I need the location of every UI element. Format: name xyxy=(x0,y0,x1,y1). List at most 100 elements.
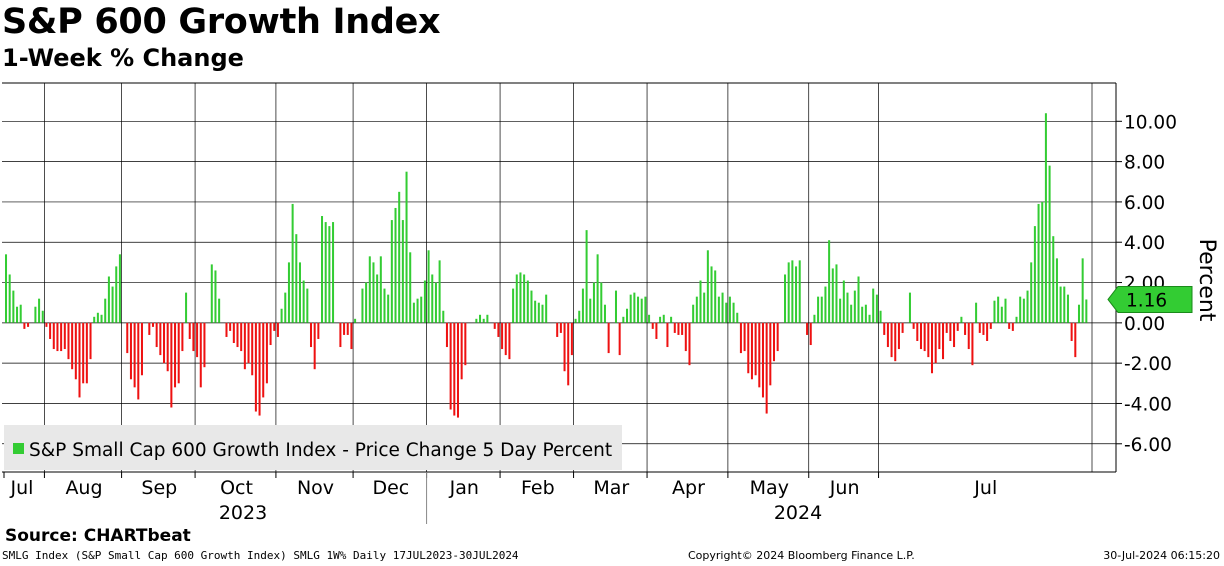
bar xyxy=(1004,298,1007,323)
bar xyxy=(934,322,937,364)
last-value-tag-label: 1.16 xyxy=(1126,290,1167,311)
bar xyxy=(908,292,911,323)
bar xyxy=(743,322,746,352)
x-tick-label-month: Jul xyxy=(973,477,997,499)
bar xyxy=(423,280,426,323)
bar xyxy=(710,266,713,323)
bar xyxy=(732,302,735,323)
bar xyxy=(420,296,423,323)
bar xyxy=(218,298,221,323)
bar xyxy=(49,322,52,339)
bar xyxy=(115,266,118,323)
bar xyxy=(328,226,331,323)
bar xyxy=(104,298,107,323)
bar xyxy=(434,282,437,323)
bar xyxy=(383,288,386,323)
bar xyxy=(894,322,897,362)
bar xyxy=(736,312,739,323)
bar xyxy=(574,318,577,323)
bar xyxy=(148,322,151,335)
bar xyxy=(820,296,823,323)
bar xyxy=(1015,316,1018,323)
bar xyxy=(107,276,110,323)
bar xyxy=(784,274,787,323)
bar xyxy=(332,222,335,323)
bar xyxy=(140,322,143,376)
bar xyxy=(842,280,845,323)
bar xyxy=(512,288,515,323)
bar xyxy=(126,322,129,354)
bar xyxy=(776,322,779,352)
bar xyxy=(85,322,88,384)
bar xyxy=(747,322,750,374)
bar xyxy=(427,250,430,323)
bar xyxy=(394,207,397,323)
bar xyxy=(798,260,801,323)
bar xyxy=(556,322,559,337)
bar xyxy=(1011,322,1014,331)
bar xyxy=(185,292,188,323)
bar xyxy=(210,264,213,323)
y-tick-label: 10.00 xyxy=(1124,112,1177,133)
bar xyxy=(504,322,507,356)
bar xyxy=(34,306,37,323)
bar xyxy=(479,314,482,323)
bar xyxy=(967,322,970,350)
bar xyxy=(460,322,463,380)
bar-chart: 10.008.006.004.002.000.00-2.00-4.00-6.00… xyxy=(2,82,1219,524)
bar xyxy=(758,322,761,388)
bar xyxy=(817,296,820,323)
bar xyxy=(236,322,239,348)
bar xyxy=(111,286,114,323)
bar xyxy=(681,322,684,335)
x-tick-label-month: Sep xyxy=(141,477,177,499)
bar xyxy=(346,322,349,335)
bar xyxy=(945,322,948,333)
bar xyxy=(372,262,375,323)
x-tick-label-month: Feb xyxy=(521,477,555,499)
bar xyxy=(809,322,812,346)
bar xyxy=(1000,306,1003,323)
bar xyxy=(787,262,790,323)
bar xyxy=(23,322,26,329)
bar xyxy=(151,322,155,327)
bar xyxy=(728,296,731,323)
bar xyxy=(1044,113,1047,323)
bar xyxy=(306,288,309,323)
bar xyxy=(721,292,724,323)
bar xyxy=(739,322,742,354)
bar xyxy=(398,191,401,323)
bar xyxy=(949,322,952,341)
bar xyxy=(60,322,63,352)
bar xyxy=(942,322,945,360)
bar xyxy=(813,314,816,323)
footer-copyright: Copyright© 2024 Bloomberg Finance L.P. xyxy=(688,549,915,562)
bar xyxy=(857,276,860,323)
bar xyxy=(695,296,698,323)
bar xyxy=(978,322,981,333)
bar xyxy=(456,322,459,418)
bar xyxy=(63,322,66,350)
bar xyxy=(670,316,673,323)
bar xyxy=(879,310,882,323)
bar xyxy=(603,304,606,323)
bar xyxy=(1074,322,1077,358)
bar xyxy=(118,254,121,323)
y-tick-label: 8.00 xyxy=(1124,153,1165,174)
bar xyxy=(1055,258,1058,323)
bar xyxy=(129,322,132,380)
bar xyxy=(982,322,985,335)
bar xyxy=(754,322,757,376)
bar xyxy=(19,304,22,323)
bar xyxy=(442,310,445,323)
bar xyxy=(163,322,166,364)
bar xyxy=(644,296,647,323)
bar xyxy=(886,322,889,348)
bar xyxy=(541,304,544,323)
bar xyxy=(975,302,978,323)
bar xyxy=(537,302,540,323)
bar xyxy=(5,254,8,323)
bar xyxy=(563,322,566,372)
bar xyxy=(581,288,584,323)
legend-swatch xyxy=(13,443,24,454)
